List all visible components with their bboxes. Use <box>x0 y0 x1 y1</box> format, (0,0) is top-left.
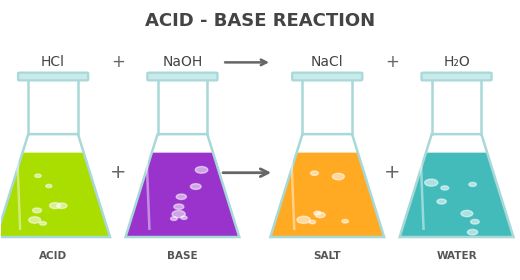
Text: +: + <box>110 163 126 182</box>
Polygon shape <box>125 153 239 237</box>
Text: ACID - BASE REACTION: ACID - BASE REACTION <box>145 13 375 31</box>
Circle shape <box>469 182 476 186</box>
Text: +: + <box>111 53 125 71</box>
Text: SALT: SALT <box>314 251 341 261</box>
Text: NaOH: NaOH <box>162 55 203 69</box>
Circle shape <box>314 211 321 215</box>
Circle shape <box>46 184 52 188</box>
Circle shape <box>437 199 446 204</box>
Polygon shape <box>270 153 384 237</box>
Circle shape <box>172 211 185 218</box>
Circle shape <box>471 220 479 224</box>
Circle shape <box>35 174 41 178</box>
Circle shape <box>309 220 316 224</box>
Circle shape <box>297 216 310 223</box>
Text: +: + <box>384 163 400 182</box>
Polygon shape <box>400 153 513 237</box>
Text: HCl: HCl <box>41 55 65 69</box>
Circle shape <box>174 204 184 209</box>
Polygon shape <box>0 153 110 237</box>
Text: +: + <box>385 53 399 71</box>
Circle shape <box>332 173 344 180</box>
Text: NaCl: NaCl <box>311 55 344 69</box>
Circle shape <box>49 203 61 209</box>
FancyBboxPatch shape <box>18 73 88 80</box>
FancyBboxPatch shape <box>147 73 217 80</box>
FancyBboxPatch shape <box>422 73 491 80</box>
Circle shape <box>467 229 478 235</box>
Circle shape <box>441 186 449 190</box>
Circle shape <box>171 217 177 220</box>
Circle shape <box>40 221 46 225</box>
Circle shape <box>310 171 318 175</box>
Circle shape <box>342 220 348 223</box>
Circle shape <box>425 179 438 186</box>
Circle shape <box>196 167 208 173</box>
Circle shape <box>461 210 473 217</box>
Text: ACID: ACID <box>39 251 67 261</box>
Text: WATER: WATER <box>436 251 477 261</box>
Circle shape <box>176 194 186 199</box>
Circle shape <box>29 217 41 223</box>
Circle shape <box>57 203 67 209</box>
Circle shape <box>33 208 42 213</box>
Circle shape <box>181 216 187 220</box>
Circle shape <box>315 212 325 218</box>
Text: H₂O: H₂O <box>443 55 470 69</box>
Circle shape <box>190 184 201 189</box>
FancyBboxPatch shape <box>292 73 362 80</box>
Text: BASE: BASE <box>167 251 198 261</box>
